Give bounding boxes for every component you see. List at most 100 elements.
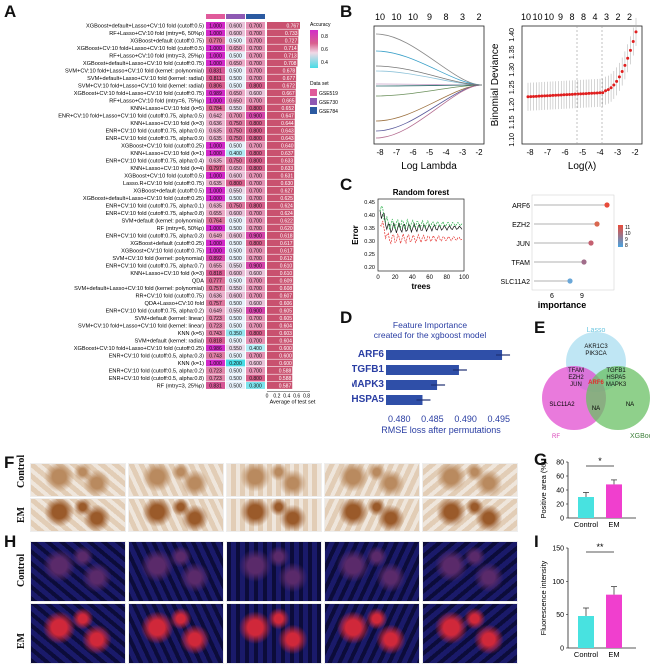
cv-point xyxy=(529,95,533,99)
method-label: RF+Lasso+CV:10 fold (mtry=3, 25%p) xyxy=(109,54,204,60)
accuracy-value: 0.500 xyxy=(229,143,242,149)
average-bar xyxy=(267,97,296,104)
average-bar xyxy=(267,22,300,29)
accuracy-value: 0.649 xyxy=(209,233,222,239)
venn-xgb-only: NA xyxy=(626,402,634,408)
accuracy-value: 1.000 xyxy=(209,143,222,149)
accuracy-value: 1.000 xyxy=(209,46,222,52)
method-label: XGBoost+default (cutoff:0.75) xyxy=(130,39,204,45)
average-bar xyxy=(267,29,299,37)
accuracy-cell xyxy=(246,172,265,179)
method-label: SVM+default+Lasso+CV:10 fold (kernel: po… xyxy=(74,286,204,292)
d-x-tick: 0.490 xyxy=(454,414,477,424)
method-label: ENR+CV:10 fold (cutoff:0.5, alpha:0.8) xyxy=(109,376,204,382)
dataset-header-1 xyxy=(206,14,225,19)
accuracy-cell xyxy=(246,149,265,157)
accuracy-value: 0.700 xyxy=(249,31,262,37)
lasso-coef-path xyxy=(375,84,483,122)
accuracy-cell xyxy=(226,329,245,337)
accuracy-value: 0.700 xyxy=(249,53,262,59)
accuracy-value: 0.650 xyxy=(229,46,242,52)
rf-title: Random forest xyxy=(393,188,450,197)
cv-point xyxy=(587,91,591,95)
accuracy-cell xyxy=(226,322,245,329)
accuracy-cell xyxy=(226,29,245,37)
accuracy-cell xyxy=(206,352,225,359)
d-gene-label: ARF6 xyxy=(358,349,385,360)
d-bar xyxy=(386,380,438,390)
average-bar xyxy=(267,142,295,149)
average-value: 0.714 xyxy=(284,46,297,52)
average-value: 0.643 xyxy=(281,136,294,142)
accuracy-value: 0.500 xyxy=(229,83,242,89)
panel-f-ihc-images: Control EM xyxy=(16,455,524,532)
accuracy-cell xyxy=(246,277,265,284)
accuracy-value: 0.700 xyxy=(249,188,262,194)
accuracy-value: 0.500 xyxy=(229,68,242,74)
accuracy-value: 0.400 xyxy=(229,151,242,157)
accuracy-cell xyxy=(206,104,225,112)
accuracy-value: 0.800 xyxy=(249,121,262,127)
average-bar xyxy=(267,322,293,329)
accuracy-cell xyxy=(226,202,245,209)
accuracy-cell xyxy=(246,179,265,187)
accuracy-value: 0.818 xyxy=(209,338,222,344)
accuracy-value: 0.600 xyxy=(229,31,242,37)
cv-y-label: Binomial Deviance xyxy=(490,43,501,126)
accuracy-cell xyxy=(246,202,265,209)
average-bar xyxy=(267,292,294,299)
method-label: XGBoost+default+Lasso+CV:10 fold (cutoff… xyxy=(86,24,204,30)
method-label: QDA xyxy=(192,279,204,285)
accuracy-value: 0.200 xyxy=(229,361,242,367)
accuracy-value: 0.700 xyxy=(249,256,262,262)
accuracy-value: 0.800 xyxy=(229,181,242,187)
accuracy-cell xyxy=(206,67,225,74)
accuracy-cell xyxy=(226,292,245,299)
venn-lasso-only: PIK3CA xyxy=(585,351,606,357)
accuracy-cell xyxy=(226,217,245,224)
accuracy-value: 0.350 xyxy=(229,331,242,337)
cv-top-tick: 2 xyxy=(615,12,620,22)
cv-top-tick: 10 xyxy=(521,12,531,22)
cv-point xyxy=(595,91,599,95)
method-label: KNN+Lasso+CV:10 fold (k=5) xyxy=(130,106,204,112)
method-label: ENR+CV:10 fold (cutoff:0.75, alpha:0.8) xyxy=(106,211,205,217)
accuracy-value: 0.770 xyxy=(209,38,222,44)
cv-point xyxy=(631,40,635,44)
cv-x-label: Log(λ) xyxy=(568,161,596,172)
cv-y-tick: 1.10 xyxy=(509,133,516,147)
accuracy-cell xyxy=(206,127,225,134)
method-label: XGBoost+CV:10 fold+Lasso+CV:10 fold (cut… xyxy=(74,91,204,97)
accuracy-value: 0.600 xyxy=(249,301,262,307)
imp-point xyxy=(594,221,600,227)
accuracy-value: 0.500 xyxy=(229,226,242,232)
accuracy-cell xyxy=(226,194,245,202)
accuracy-value: 0.700 xyxy=(249,353,262,359)
accuracy-value: 0.900 xyxy=(249,113,262,119)
panel-label-f: F xyxy=(4,453,15,472)
lasso-top-tick: 10 xyxy=(391,12,401,22)
accuracy-cell xyxy=(206,232,225,239)
imp-gene-label: SLC11A2 xyxy=(501,279,531,286)
cv-point xyxy=(609,86,613,90)
cv-point xyxy=(562,93,566,97)
average-bar xyxy=(267,179,295,187)
dataset-name: GSE51981 xyxy=(319,91,338,97)
cv-x-tick: -3 xyxy=(614,148,622,157)
venn-rf-label: RF xyxy=(552,434,560,440)
method-label: KNN+Lasso+CV:10 fold (k=3) xyxy=(130,121,204,127)
cv-point xyxy=(526,95,530,99)
accuracy-value: 0.784 xyxy=(209,106,222,112)
lasso-top-tick: 8 xyxy=(443,12,448,22)
accuracy-cell xyxy=(226,157,245,164)
imp-point xyxy=(588,240,594,246)
cv-point xyxy=(537,94,541,98)
venn-rf-xgb: NA xyxy=(592,406,600,412)
avg-axis-tick: 0.2 xyxy=(273,394,280,400)
method-label: XGBoost+CV:10 fold (cutoff:0.5) xyxy=(124,174,204,180)
accuracy-cell xyxy=(206,382,225,389)
colorbar-tick: 0.4 xyxy=(321,60,328,66)
accuracy-cell xyxy=(206,29,225,37)
accuracy-value: 0.600 xyxy=(249,361,262,367)
